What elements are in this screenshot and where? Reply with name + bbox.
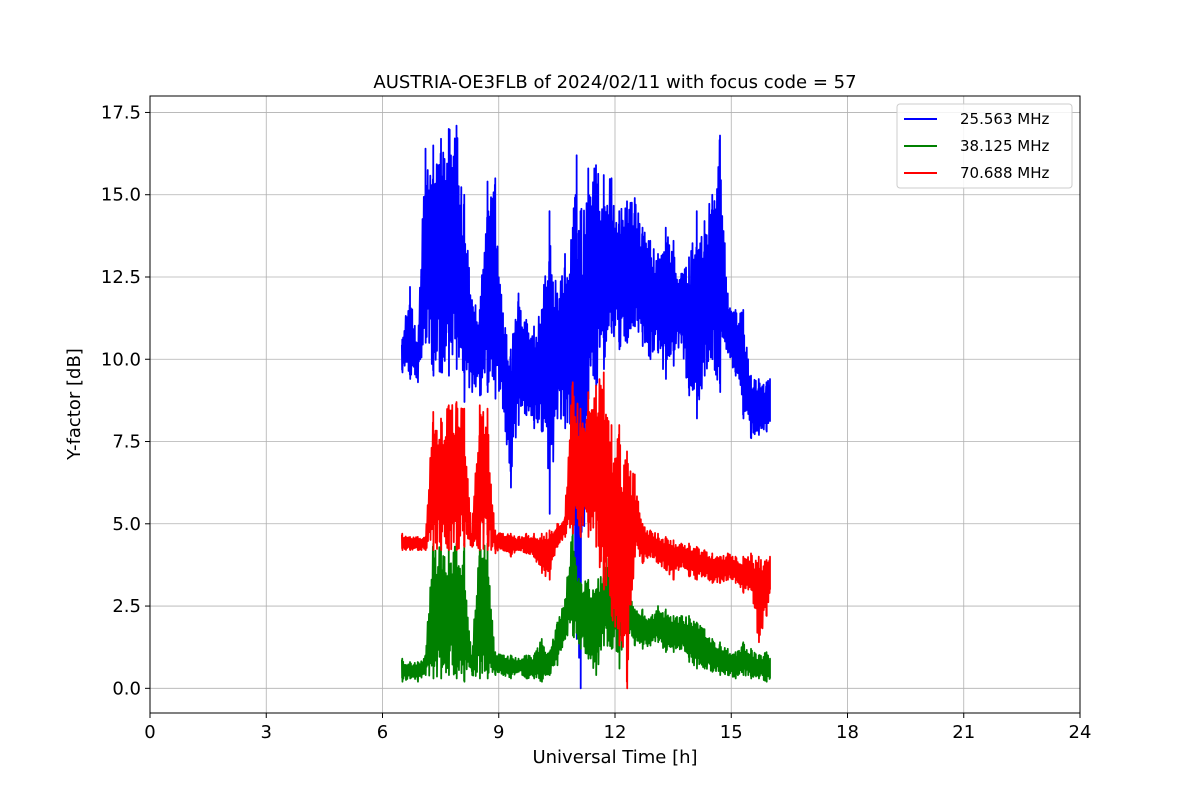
series-2 [400,519,771,683]
x-tick-label: 18 [836,722,859,743]
series-3 [400,371,771,690]
y-tick-label: 12.5 [101,267,141,288]
x-axis: 0 3 6 9 12 15 18 21 24 [144,713,1091,743]
x-tick-label: 15 [720,722,743,743]
series-line [400,371,771,690]
series-1 [400,124,771,690]
x-tick-label: 12 [604,722,627,743]
y-tick-label: 0.0 [112,678,141,699]
series-line [400,124,771,690]
x-tick-label: 24 [1069,722,1092,743]
y-axis: 0.0 2.5 5.0 7.5 10.0 12.5 15.0 17.5 [101,102,150,699]
x-tick-label: 9 [493,722,504,743]
x-tick-label: 0 [144,722,155,743]
legend-label: 70.688 MHz [960,164,1049,182]
x-axis-label: Universal Time [h] [532,747,697,768]
legend-label: 25.563 MHz [960,110,1049,128]
series-layer [400,124,771,690]
series-line [400,519,771,683]
y-tick-label: 17.5 [101,102,141,123]
chart-title: AUSTRIA-OE3FLB of 2024/02/11 with focus … [373,72,856,93]
y-tick-label: 5.0 [112,514,141,535]
legend-box [896,103,1073,189]
legend: 25.563 MHz 38.125 MHz 70.688 MHz [896,103,1073,189]
y-tick-label: 7.5 [112,432,141,453]
y-tick-label: 10.0 [101,349,141,370]
legend-label: 38.125 MHz [960,137,1049,155]
x-tick-label: 3 [261,722,272,743]
y-axis-label: Y-factor [dB] [64,348,85,461]
y-tick-label: 2.5 [112,596,141,617]
x-tick-label: 21 [952,722,975,743]
y-tick-label: 15.0 [101,185,141,206]
x-tick-label: 6 [377,722,388,743]
